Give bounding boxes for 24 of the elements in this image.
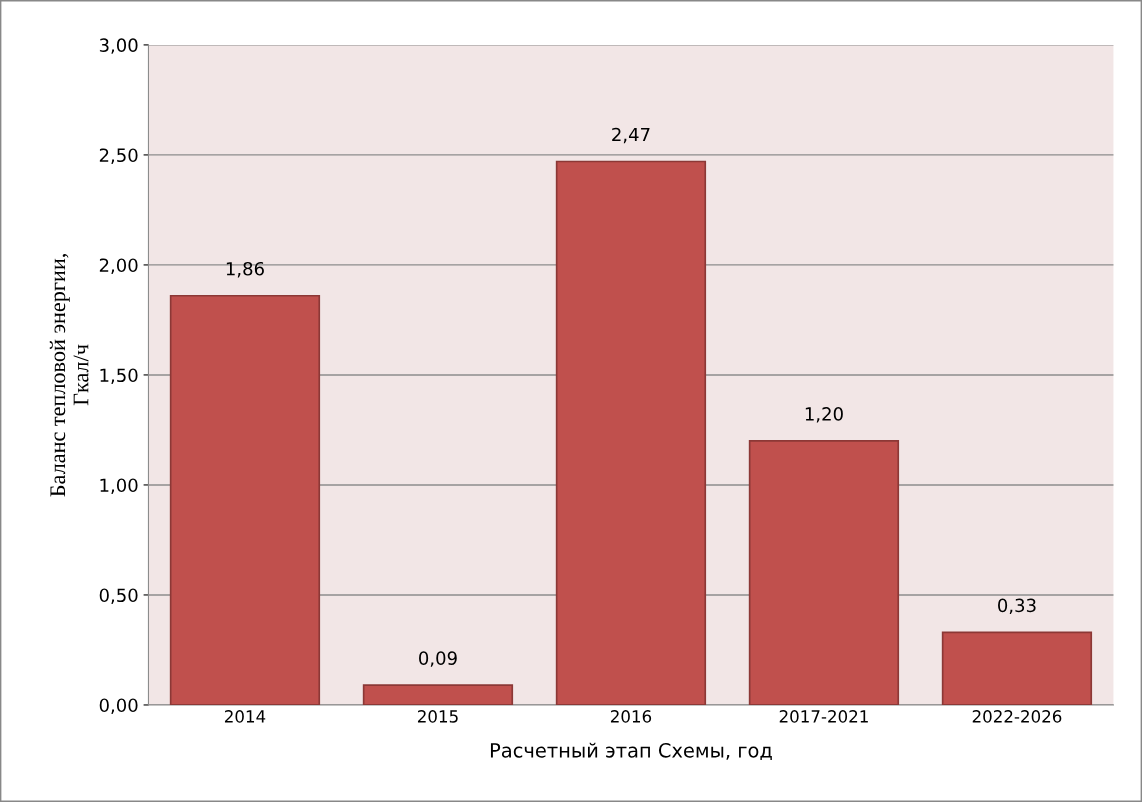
y-tick-label: 1,00 bbox=[100, 478, 138, 494]
y-tick-label: 2,00 bbox=[99, 258, 138, 274]
x-tick-label: 2015 bbox=[417, 710, 458, 723]
y-tick-label: 1,50 bbox=[100, 368, 138, 384]
bar bbox=[748, 440, 900, 705]
data-label: 1,20 bbox=[805, 407, 843, 423]
x-tick-label: 2016 bbox=[610, 710, 652, 723]
bar bbox=[169, 294, 321, 705]
data-label: 0,09 bbox=[419, 651, 457, 667]
y-tick-label: 2,50 bbox=[99, 148, 138, 164]
data-label: 1,86 bbox=[226, 261, 264, 278]
y-tick-label: 3,00 bbox=[99, 38, 138, 54]
x-axis-title: Расчетный этап Схемы, год bbox=[490, 742, 772, 761]
x-tick-label: 2014 bbox=[224, 710, 266, 723]
x-tick-label: 2017-2021 bbox=[779, 710, 868, 723]
bar bbox=[362, 684, 514, 705]
bar bbox=[555, 160, 707, 705]
y-tick-label: 0,50 bbox=[99, 588, 138, 604]
data-label: 0,33 bbox=[998, 598, 1036, 615]
y-axis-title: Баланс тепловой энергии, Гкал/ч bbox=[49, 254, 89, 497]
bar bbox=[941, 631, 1093, 705]
data-label: 2,47 bbox=[612, 127, 650, 144]
x-tick-label: 2022-2026 bbox=[972, 710, 1062, 723]
y-tick-label: 0,00 bbox=[99, 698, 138, 714]
